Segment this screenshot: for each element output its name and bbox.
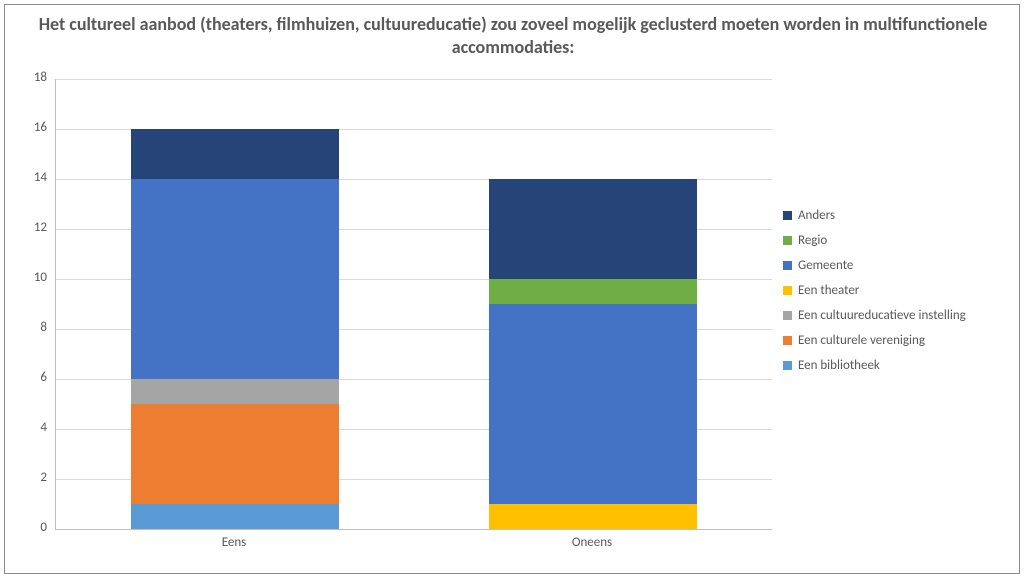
legend: Anders Regio Gemeente Een theater Een cultuu… [783,5,1017,575]
plot-area [55,79,772,530]
legend-swatch [783,211,792,220]
segment-anders [131,129,339,179]
legend-label: Een theater [798,283,859,298]
y-tick-label: 4 [5,420,47,435]
legend-label: Regio [798,233,827,248]
legend-swatch [783,311,792,320]
x-tick-label: Eens [55,535,413,550]
chart-frame: Het cultureel aanbod (theaters, filmhuiz… [4,4,1020,574]
legend-swatch [783,261,792,270]
segment-theater [489,504,697,529]
y-tick-label: 8 [5,320,47,335]
segment-gemeente [131,179,339,379]
x-tick-label: Oneens [413,535,771,550]
legend-label: Een bibliotheek [798,358,880,373]
legend-item-verenig: Een culturele vereniging [783,333,1017,348]
legend-label: Een culturele vereniging [798,333,925,348]
legend-item-gemeente: Gemeente [783,258,1017,273]
legend-swatch [783,286,792,295]
y-tick-label: 0 [5,520,47,535]
legend-item-regio: Regio [783,233,1017,248]
legend-label: Anders [798,208,835,223]
segment-gemeente [489,304,697,504]
legend-item-theater: Een theater [783,283,1017,298]
legend-swatch [783,336,792,345]
y-tick-label: 16 [5,120,47,135]
legend-swatch [783,236,792,245]
legend-label: Een cultuureducatieve instelling [798,308,966,323]
y-tick-label: 14 [5,170,47,185]
segment-verenig [131,404,339,504]
y-tick-label: 12 [5,220,47,235]
legend-item-cultedu: Een cultuureducatieve instelling [783,308,1017,323]
segment-cultedu [131,379,339,404]
segment-anders [489,179,697,279]
legend-swatch [783,361,792,370]
y-tick-label: 2 [5,470,47,485]
y-tick-label: 6 [5,370,47,385]
y-tick-label: 18 [5,70,47,85]
gridline [56,79,772,80]
legend-item-biblio: Een bibliotheek [783,358,1017,373]
legend-label: Gemeente [798,258,853,273]
segment-regio [489,279,697,304]
legend-item-anders: Anders [783,208,1017,223]
y-tick-label: 10 [5,270,47,285]
segment-biblio [131,504,339,529]
